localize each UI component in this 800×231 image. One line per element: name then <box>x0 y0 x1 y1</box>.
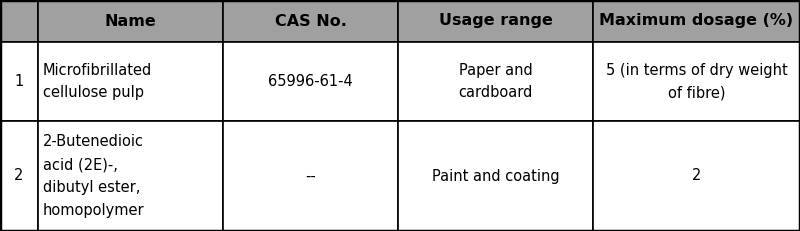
Text: Maximum dosage (%): Maximum dosage (%) <box>599 13 794 28</box>
Bar <box>593 121 800 231</box>
Bar <box>223 42 398 121</box>
Text: 1: 1 <box>14 74 24 89</box>
Text: CAS No.: CAS No. <box>274 13 346 28</box>
Text: 5 (in terms of dry weight
of fibre): 5 (in terms of dry weight of fibre) <box>606 63 787 100</box>
Text: 2: 2 <box>14 168 24 183</box>
Bar <box>223 121 398 231</box>
Bar <box>0 0 38 42</box>
Text: Usage range: Usage range <box>438 13 553 28</box>
Bar <box>593 0 800 42</box>
Text: 65996-61-4: 65996-61-4 <box>268 74 353 89</box>
Bar <box>398 121 593 231</box>
Bar <box>38 0 223 42</box>
Bar <box>593 42 800 121</box>
Text: 2: 2 <box>692 168 701 183</box>
Text: --: -- <box>305 168 316 183</box>
Bar <box>0 121 38 231</box>
Text: 2-Butenedioic
acid (2E)-,
dibutyl ester,
homopolymer: 2-Butenedioic acid (2E)-, dibutyl ester,… <box>43 134 145 218</box>
Text: Paint and coating: Paint and coating <box>432 168 559 183</box>
Text: Microfibrillated
cellulose pulp: Microfibrillated cellulose pulp <box>43 63 152 100</box>
Text: Paper and
cardboard: Paper and cardboard <box>458 63 533 100</box>
Bar <box>398 0 593 42</box>
Bar <box>38 42 223 121</box>
Bar <box>223 0 398 42</box>
Text: Name: Name <box>105 13 156 28</box>
Bar <box>0 42 38 121</box>
Bar <box>38 121 223 231</box>
Bar <box>398 42 593 121</box>
